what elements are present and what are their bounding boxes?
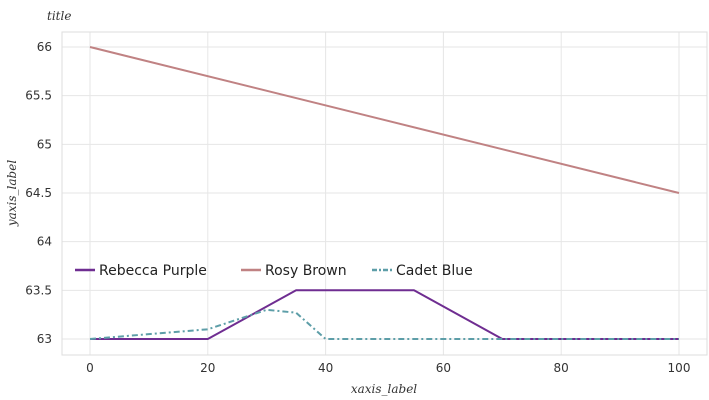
series-line-rosy-brown	[89, 46, 680, 194]
legend-label-cadet-blue: Cadet Blue	[396, 263, 473, 279]
legend: Rebecca Purple Rosy Brown Cadet Blue	[75, 263, 473, 279]
x-axis-title: xaxis_label	[351, 382, 417, 396]
x-tick-label: 0	[86, 361, 94, 375]
y-tick-label: 65	[37, 137, 52, 151]
series-layer	[89, 46, 680, 340]
y-tick-label: 64	[37, 235, 52, 249]
chart-title: title	[47, 9, 71, 23]
series-line-rebecca-purple	[90, 289, 679, 340]
x-tick-label: 60	[436, 361, 451, 375]
y-tick-label: 65.5	[25, 89, 52, 103]
legend-label-rosy-brown: Rosy Brown	[265, 263, 347, 279]
x-tick-label: 20	[200, 361, 215, 375]
legend-label-rebecca-purple: Rebecca Purple	[99, 263, 207, 279]
y-axis-title: yaxis_label	[5, 160, 19, 227]
x-tick-label: 80	[554, 361, 569, 375]
series-line-cadet-blue	[89, 308, 679, 340]
y-tick-label: 63	[37, 332, 52, 346]
x-tick-labels: 0 20 40 60 80 100	[86, 361, 690, 375]
grid	[62, 32, 707, 355]
x-tick-label: 100	[668, 361, 691, 375]
y-tick-label: 64.5	[25, 186, 52, 200]
y-tick-label: 66	[37, 40, 52, 54]
x-tick-label: 40	[318, 361, 333, 375]
plot-frame	[61, 31, 708, 356]
y-tick-labels: 63 63.5 64 64.5 65 65.5 66	[25, 40, 52, 346]
y-tick-label: 63.5	[25, 283, 52, 297]
